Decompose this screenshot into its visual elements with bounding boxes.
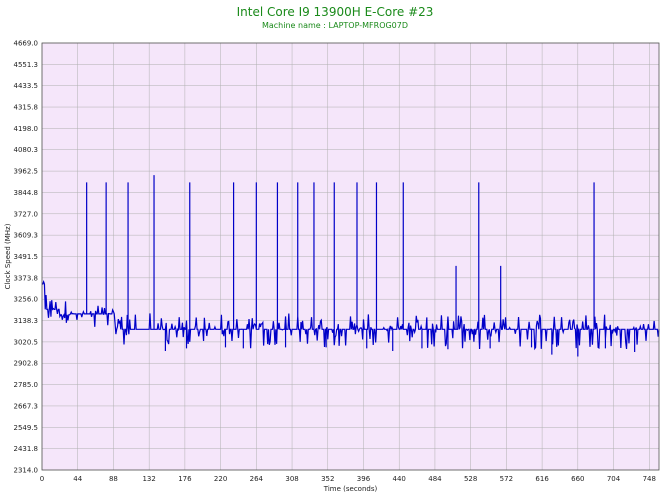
x-tick-label: 176 bbox=[178, 475, 192, 483]
y-tick-label: 4198.0 bbox=[14, 125, 39, 133]
y-tick-label: 3020.5 bbox=[14, 338, 39, 346]
x-tick-label: 352 bbox=[321, 475, 334, 483]
y-tick-label: 4669.0 bbox=[14, 40, 39, 48]
x-tick-label: 44 bbox=[73, 475, 82, 483]
x-tick-label: 396 bbox=[357, 475, 371, 483]
y-tick-label: 2902.8 bbox=[14, 360, 39, 368]
y-tick-label: 2785.0 bbox=[14, 381, 39, 389]
x-tick-label: 0 bbox=[40, 475, 44, 483]
x-tick-label: 88 bbox=[109, 475, 118, 483]
y-tick-label: 3491.5 bbox=[14, 253, 39, 261]
chart-title: Intel Core I9 13900H E-Core #23 bbox=[236, 5, 434, 19]
x-tick-label: 704 bbox=[607, 475, 621, 483]
y-tick-label: 3844.8 bbox=[14, 189, 39, 197]
plot-border bbox=[41, 42, 660, 471]
x-tick-label: 484 bbox=[428, 475, 442, 483]
y-tick-label: 2431.8 bbox=[14, 445, 39, 453]
x-tick-label: 660 bbox=[571, 475, 584, 483]
y-tick-label: 3609.3 bbox=[14, 232, 39, 240]
y-tick-label: 3373.8 bbox=[14, 274, 39, 282]
y-tick-label: 3962.5 bbox=[14, 168, 39, 176]
x-axis-label: Time (seconds) bbox=[323, 485, 378, 493]
x-tick-label: 264 bbox=[250, 475, 264, 483]
y-tick-label: 3138.3 bbox=[14, 317, 39, 325]
x-tick-label: 748 bbox=[643, 475, 656, 483]
y-tick-label: 4433.5 bbox=[14, 82, 39, 90]
x-tick-label: 528 bbox=[464, 475, 477, 483]
x-tick-label: 132 bbox=[142, 475, 155, 483]
x-tick-label: 220 bbox=[214, 475, 227, 483]
y-tick-label: 3727.0 bbox=[14, 210, 39, 218]
chart-subtitle: Machine name : LAPTOP-MFROG07D bbox=[261, 21, 409, 30]
x-tick-label: 572 bbox=[500, 475, 513, 483]
y-tick-label: 2667.3 bbox=[14, 402, 39, 410]
y-tick-label: 3256.0 bbox=[14, 296, 39, 304]
series-line bbox=[42, 175, 660, 357]
y-tick-label: 4551.3 bbox=[14, 61, 39, 69]
y-tick-label: 4315.8 bbox=[14, 104, 39, 112]
y-tick-label: 2314.0 bbox=[14, 467, 39, 475]
y-axis-label: Clock Speed (MHz) bbox=[4, 223, 12, 289]
y-tick-label: 4080.3 bbox=[14, 146, 39, 154]
y-tick-label: 2549.5 bbox=[14, 424, 39, 432]
x-tick-label: 308 bbox=[285, 475, 298, 483]
x-axis-ticks: 0 44 88 132 176 220 264 308 352 396 440 484 528 572 61… bbox=[40, 475, 656, 483]
x-tick-label: 616 bbox=[535, 475, 549, 483]
x-tick-label: 440 bbox=[393, 475, 406, 483]
grid-lines bbox=[41, 42, 659, 471]
y-axis-ticks: 4669.0 4551.3 4433.5 4315.8 4198.0 4080.3 3962… bbox=[14, 40, 39, 475]
